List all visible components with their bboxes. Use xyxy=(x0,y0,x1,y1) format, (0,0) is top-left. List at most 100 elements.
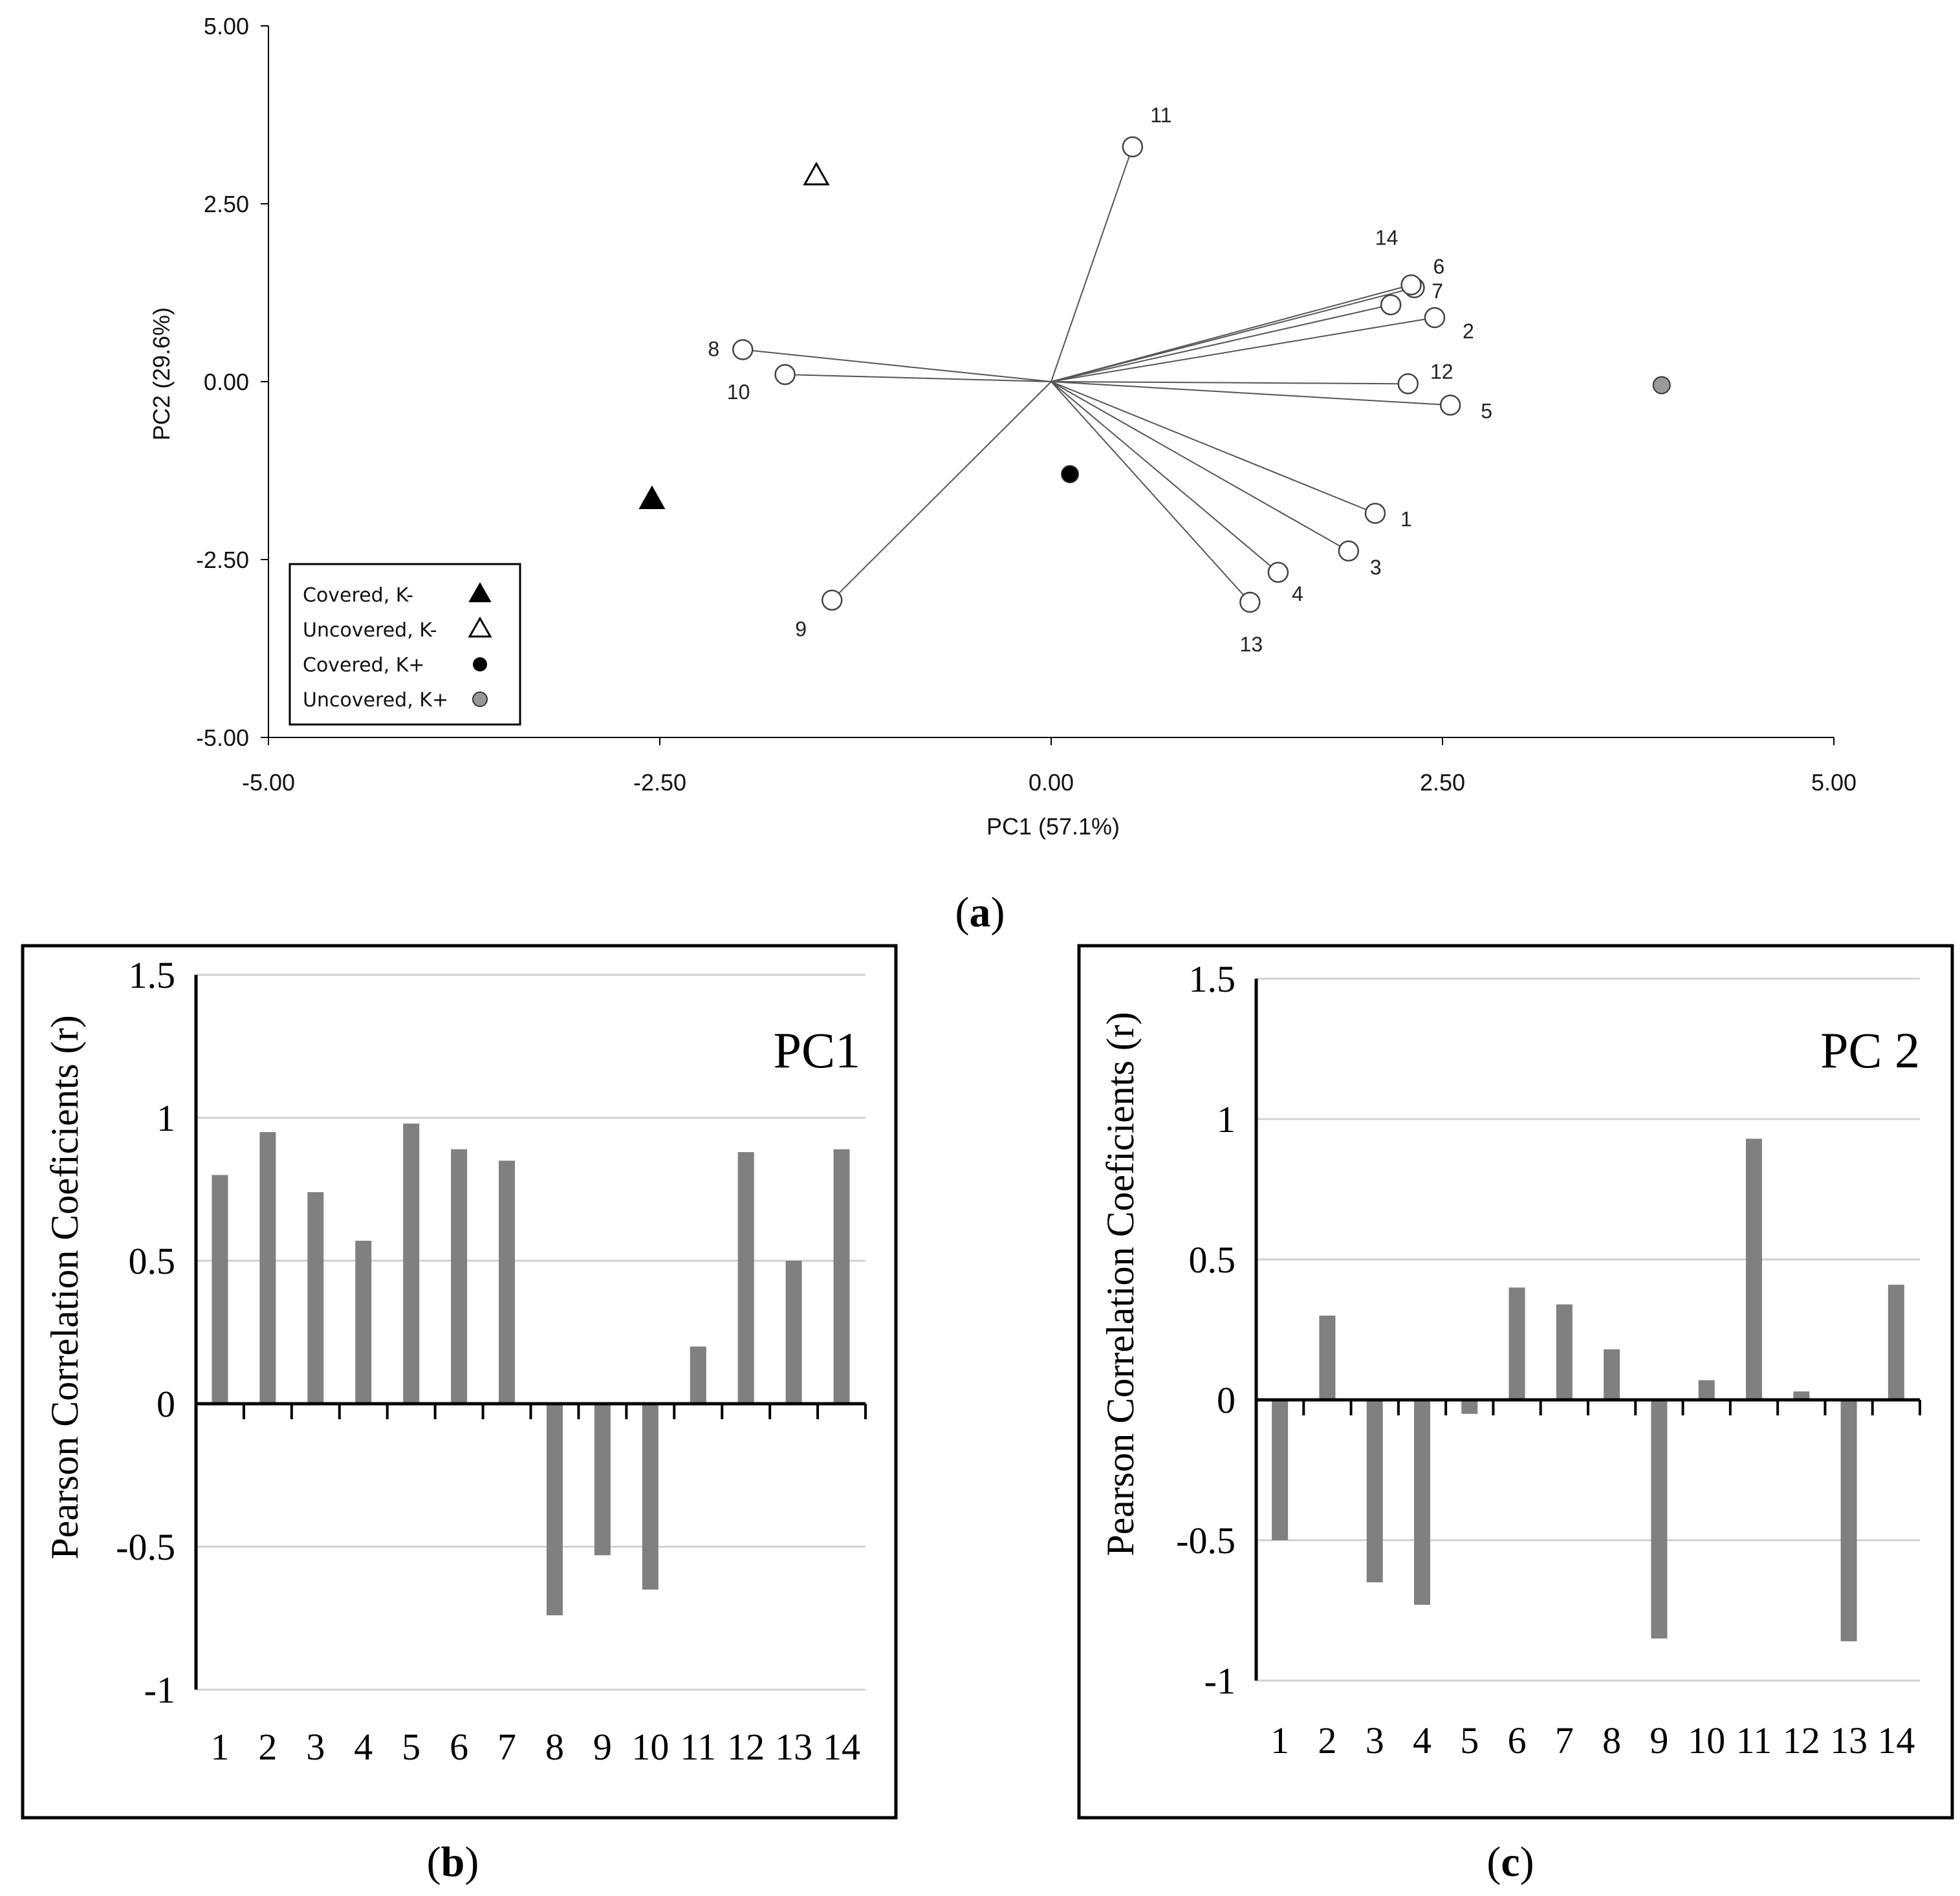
b-y-tick-label: -1 xyxy=(144,1669,175,1711)
b-category-label: 4 xyxy=(354,1726,373,1768)
c-y-tick-label: -1 xyxy=(1204,1660,1236,1702)
c-bar-13 xyxy=(1840,1400,1857,1642)
loading-label-3: 3 xyxy=(1370,556,1382,579)
b-category-label: 3 xyxy=(306,1726,325,1768)
panel-a-y-axis-title: PC2 (29.6%) xyxy=(148,307,175,441)
loading-label-9: 9 xyxy=(795,618,807,641)
b-category-label: 11 xyxy=(680,1726,716,1768)
loading-label-10: 10 xyxy=(727,380,750,404)
loading-vector-5 xyxy=(1051,381,1451,406)
c-bar-7 xyxy=(1556,1304,1573,1400)
panel-a-caption: (a) xyxy=(955,889,1005,936)
loading-point-8 xyxy=(732,339,754,360)
panel-b-title: PC1 xyxy=(774,1022,860,1078)
legend-marker-covered-k-minus xyxy=(468,582,492,602)
c-bar-2 xyxy=(1319,1315,1336,1400)
legend-marker-uncovered-k-plus xyxy=(472,692,488,707)
b-y-tick-label: 0 xyxy=(157,1383,175,1425)
c-category-label: 5 xyxy=(1460,1719,1479,1761)
loading-point-12 xyxy=(1397,373,1419,395)
loading-vector-3 xyxy=(1051,381,1349,552)
c-category-label: 8 xyxy=(1602,1719,1621,1761)
panel-b-caption: (b) xyxy=(427,1838,479,1886)
panel-c-caption: (c) xyxy=(1486,1838,1534,1886)
loading-label-8: 8 xyxy=(708,338,719,361)
loading-label-14: 14 xyxy=(1375,226,1399,249)
b-bar-12 xyxy=(737,1152,754,1404)
b-category-label: 9 xyxy=(593,1726,612,1768)
panel-a-y-tick-label: -2.50 xyxy=(196,547,249,573)
legend-label-uncovered-k-plus: Uncovered, K+ xyxy=(303,689,448,712)
c-bar-3 xyxy=(1366,1400,1383,1583)
loading-vector-14 xyxy=(1051,284,1411,382)
loading-point-13 xyxy=(1239,591,1261,613)
c-bar-6 xyxy=(1508,1287,1525,1400)
loading-vector-9 xyxy=(831,381,1052,601)
c-y-tick-label: 0.5 xyxy=(1189,1239,1236,1281)
c-category-label: 7 xyxy=(1555,1719,1574,1761)
loading-label-2: 2 xyxy=(1463,320,1474,343)
loading-point-10 xyxy=(774,364,796,386)
c-bar-9 xyxy=(1651,1400,1668,1639)
loading-label-1: 1 xyxy=(1400,508,1412,531)
b-category-label: 10 xyxy=(631,1726,669,1768)
loading-label-4: 4 xyxy=(1292,582,1303,605)
loading-label-6: 6 xyxy=(1433,255,1445,278)
panel-a-x-tick-label: 5.00 xyxy=(1811,769,1857,796)
b-bar-7 xyxy=(499,1160,516,1404)
b-category-label: 6 xyxy=(450,1726,468,1768)
c-category-label: 9 xyxy=(1650,1719,1668,1761)
c-category-label: 10 xyxy=(1688,1719,1725,1761)
b-bar-1 xyxy=(212,1175,228,1404)
legend-label-covered-k-minus: Covered, K- xyxy=(303,584,413,607)
loading-point-9 xyxy=(821,589,843,611)
panel-a-y-tick-label: 0.00 xyxy=(204,369,249,395)
b-category-label: 12 xyxy=(727,1726,765,1768)
b-bar-5 xyxy=(403,1123,420,1404)
loading-point-5 xyxy=(1439,395,1461,416)
panel-a-y-tick-label: 5.00 xyxy=(204,13,249,39)
loading-point-3 xyxy=(1338,540,1360,562)
c-category-label: 11 xyxy=(1736,1719,1772,1761)
c-y-tick-label: -0.5 xyxy=(1176,1520,1236,1562)
b-category-label: 2 xyxy=(258,1726,277,1768)
legend-marker-covered-k-plus xyxy=(473,657,487,671)
loading-point-11 xyxy=(1122,136,1144,158)
loading-vector-7 xyxy=(1051,304,1391,382)
c-bar-4 xyxy=(1414,1400,1430,1605)
b-bar-9 xyxy=(594,1404,611,1556)
loading-vector-13 xyxy=(1051,381,1251,603)
loading-vector-4 xyxy=(1051,381,1279,573)
panel-b-y-axis-title: Pearson Correlation Coeficients (r) xyxy=(43,1015,86,1559)
b-bar-13 xyxy=(785,1261,802,1404)
b-category-label: 7 xyxy=(497,1726,516,1768)
c-category-label: 4 xyxy=(1413,1719,1432,1761)
panel-a-y-tick-label: 2.50 xyxy=(204,191,249,217)
loading-vector-10 xyxy=(785,374,1052,382)
c-category-label: 12 xyxy=(1783,1719,1820,1761)
group-marker-1 xyxy=(803,161,830,186)
panel-a-x-tick-label: -5.00 xyxy=(242,769,295,796)
loading-vector-1 xyxy=(1051,381,1376,514)
panel-a-x-axis-title: PC1 (57.1%) xyxy=(986,813,1120,840)
panel-c-pc2-bars: 1.510.50-0.5-1 1 2 3 4 5 6 7 8 9 10 11 12 13 14 PC 2 … xyxy=(1077,944,1954,1886)
b-category-label: 5 xyxy=(402,1726,420,1768)
legend-marker-uncovered-k-minus xyxy=(468,616,492,638)
c-category-label: 14 xyxy=(1877,1719,1915,1761)
loading-label-11: 11 xyxy=(1150,104,1171,127)
b-bar-6 xyxy=(451,1149,468,1404)
loading-label-7: 7 xyxy=(1432,279,1443,303)
c-category-label: 3 xyxy=(1366,1719,1384,1761)
panel-a-x-tick-label: 0.00 xyxy=(1029,769,1074,796)
loading-vector-12 xyxy=(1051,381,1408,385)
b-y-tick-label: -0.5 xyxy=(116,1526,175,1568)
b-bar-4 xyxy=(355,1241,372,1404)
loading-vector-8 xyxy=(743,349,1052,382)
c-y-tick-label: 1 xyxy=(1217,1098,1236,1140)
loading-point-4 xyxy=(1267,561,1289,583)
b-y-tick-label: 0.5 xyxy=(129,1240,176,1282)
b-category-label: 14 xyxy=(823,1726,860,1768)
c-y-tick-label: 0 xyxy=(1217,1379,1236,1421)
loading-point-1 xyxy=(1364,503,1386,524)
